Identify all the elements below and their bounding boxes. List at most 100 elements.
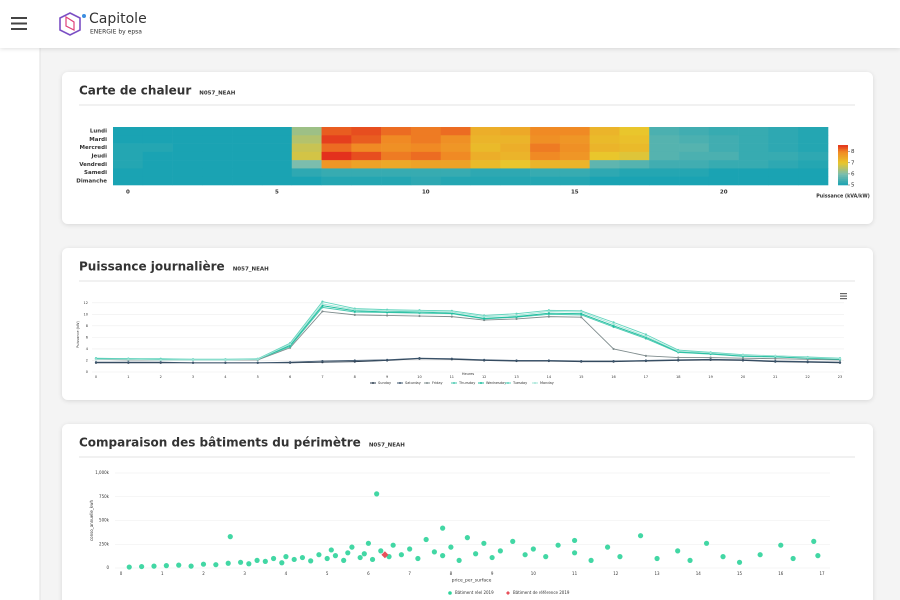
building-point — [448, 544, 454, 550]
heatmap-cell — [798, 151, 829, 161]
x-tick-label: 12 — [482, 375, 486, 379]
row-label: Mardi — [89, 137, 107, 143]
legend-label: Wednesday — [486, 381, 506, 385]
heatmap-cell — [142, 168, 173, 178]
heatmap-cell — [410, 168, 442, 178]
heatmap-cell — [500, 127, 531, 136]
heatmap-cell — [381, 135, 412, 144]
building-point — [815, 553, 821, 559]
building-point — [163, 563, 169, 569]
y-tick-label: 750k — [99, 494, 110, 499]
top-bar — [0, 0, 900, 48]
heatmap-cell — [589, 151, 620, 161]
heatmap-cell — [142, 135, 173, 144]
heatmap-cell — [559, 168, 590, 178]
heatmap-cell — [708, 151, 739, 161]
building-point — [481, 540, 487, 546]
colorbar-segment — [838, 177, 848, 180]
heatmap-cell — [679, 160, 710, 169]
x-tick-label: 7 — [321, 375, 323, 379]
heatmap-cell — [470, 160, 501, 169]
building-point — [415, 555, 421, 562]
colorbar-segment — [838, 155, 848, 158]
series-point — [709, 351, 712, 355]
x-tick-label: 14 — [547, 375, 552, 379]
heatmap-cell — [619, 151, 650, 161]
heatmap-cell — [381, 176, 412, 186]
row-label: Jeudi — [90, 154, 107, 160]
heatmap-cell — [679, 176, 710, 186]
building-point — [246, 561, 252, 567]
series-point — [321, 359, 324, 363]
series-point — [580, 310, 583, 314]
heatmap-cell — [738, 160, 769, 169]
heatmap-cell — [679, 127, 710, 136]
building-point — [473, 551, 479, 557]
heatmap-cell — [530, 168, 561, 178]
heatmap-cell — [351, 127, 382, 136]
heatmap-cell — [351, 135, 382, 144]
heatmap-cell — [500, 160, 531, 169]
heatmap-cell — [291, 176, 322, 186]
x-tick-label: 3 — [192, 375, 194, 379]
x-tick-label: 6 — [289, 375, 291, 379]
series-point — [483, 358, 486, 361]
colorbar-segment — [838, 151, 848, 154]
series-point — [386, 358, 389, 361]
building-point — [790, 555, 796, 562]
heatmap-cell — [798, 168, 829, 178]
y-tick-label: 500k — [99, 518, 110, 523]
heatmap-cell — [559, 160, 590, 169]
building-point — [510, 538, 516, 545]
series-point — [515, 317, 518, 321]
heatmap-cell — [708, 127, 739, 136]
series-point — [515, 314, 518, 317]
logo[interactable]: Capitole ENERGIE by epsa — [59, 11, 147, 36]
x-axis-label: Heures — [462, 372, 475, 376]
legend-label: Monday — [540, 381, 554, 385]
heatmap-cell — [142, 143, 173, 153]
building-point — [176, 562, 182, 568]
colorbar-segment — [838, 161, 848, 164]
heatmap-cell — [440, 160, 471, 169]
heatmap-cell — [381, 143, 412, 153]
x-tick-label: 8 — [450, 571, 453, 576]
legend-marker — [506, 591, 510, 595]
series-point — [386, 309, 389, 312]
heatmap-cell — [142, 151, 173, 161]
heatmap-cell — [440, 143, 471, 153]
series-point — [127, 361, 130, 364]
colorbar-segment — [838, 159, 848, 162]
building-point — [188, 563, 194, 569]
heatmap-cell — [172, 135, 203, 144]
series-point — [224, 361, 227, 364]
legend-label: Thursday — [458, 381, 475, 385]
heatmap-cell — [619, 135, 650, 144]
x-tick-label: 7 — [408, 571, 411, 576]
heatmap-cell — [738, 168, 769, 178]
chart-menu[interactable] — [840, 293, 847, 300]
building-point — [374, 491, 380, 497]
heatmap-cell — [530, 176, 561, 186]
y-tick-label: 0 — [106, 565, 109, 570]
series-point — [483, 315, 486, 318]
heatmap-cell — [410, 143, 442, 153]
heatmap-cell — [381, 160, 412, 169]
menu-button[interactable] — [11, 17, 27, 30]
series-point — [709, 358, 712, 361]
heatmap-cell — [113, 160, 144, 169]
heatmap-cell — [530, 135, 561, 144]
heatmap-cell — [291, 151, 322, 161]
x-tick-label: 15 — [737, 571, 743, 576]
heatmap-cell — [172, 151, 203, 161]
x-tick-label: 19 — [708, 375, 712, 379]
brand-name: Capitole — [89, 11, 147, 27]
colorbar-segment — [838, 173, 848, 176]
building-point — [757, 552, 763, 558]
y-tick-label: 6 — [86, 335, 88, 339]
heatmap-cell — [202, 176, 233, 186]
building-point — [378, 548, 384, 554]
building-point — [254, 557, 260, 564]
building-point — [571, 537, 578, 544]
heatmap-cell — [708, 143, 739, 153]
